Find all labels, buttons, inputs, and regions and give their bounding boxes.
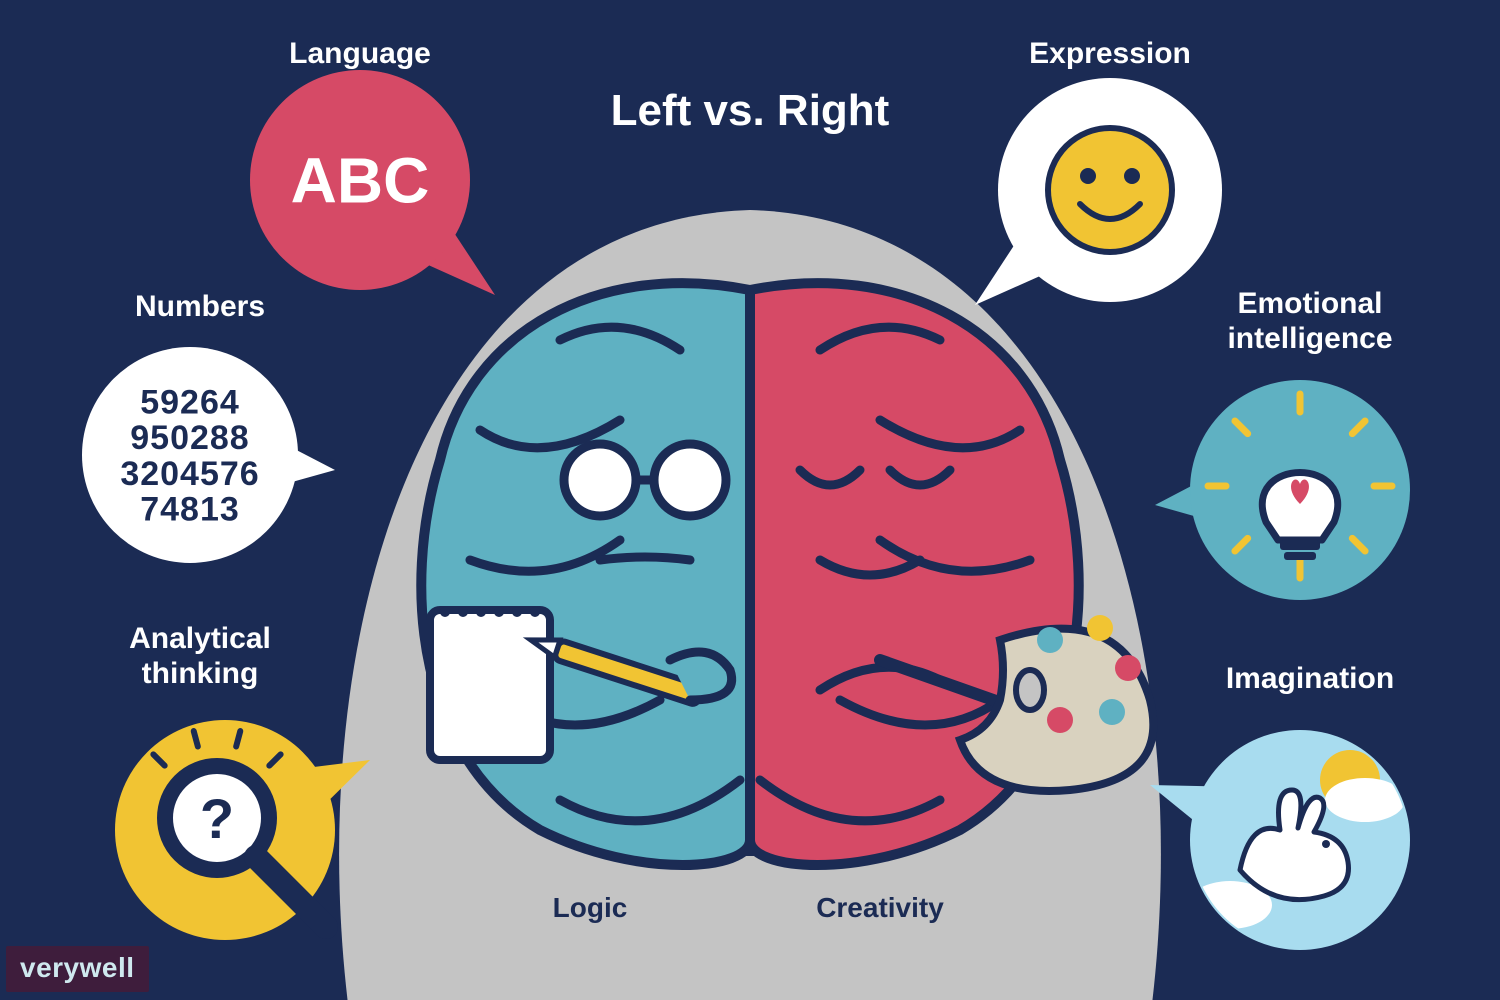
svg-text:950288: 950288 xyxy=(130,419,249,457)
left-brain-label: Logic xyxy=(470,892,710,924)
label-expression: Expression xyxy=(960,37,1260,72)
verywell-logo: verywell xyxy=(6,946,149,992)
svg-text:3204576: 3204576 xyxy=(120,455,259,493)
svg-text:?: ? xyxy=(200,787,234,850)
label-language: Language xyxy=(210,37,510,72)
svg-text:59264: 59264 xyxy=(140,383,240,421)
scene-svg: ABC 59264950288320457674813? xyxy=(0,0,1500,1000)
right-brain-label: Creativity xyxy=(760,892,1000,924)
svg-text:74813: 74813 xyxy=(140,490,240,528)
label-analytical: Analytical thinking xyxy=(50,622,350,691)
infographic-stage: ABC 59264950288320457674813? Left vs. Rig… xyxy=(0,0,1500,1000)
label-imagination: Imagination xyxy=(1160,662,1460,697)
main-title: Left vs. Right xyxy=(550,86,950,136)
label-numbers: Numbers xyxy=(50,290,350,325)
label-emotional: Emotional intelligence xyxy=(1160,287,1460,356)
svg-text:ABC: ABC xyxy=(291,144,430,216)
